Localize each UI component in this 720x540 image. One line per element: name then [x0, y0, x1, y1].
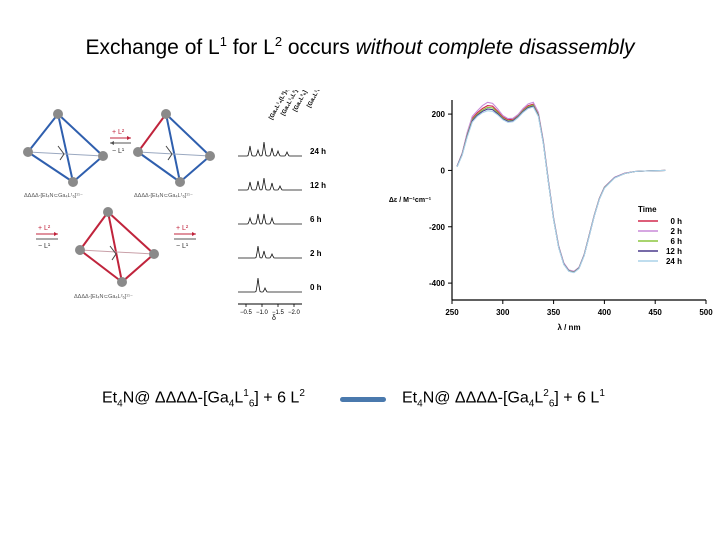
nmr-trace — [238, 277, 302, 293]
nmr-time-label: 24 h — [310, 147, 326, 156]
nmr-time-label: 12 h — [310, 181, 326, 190]
nmr-axis-ticks: −0.5 −1.0 −1.5 −2.0 — [240, 304, 301, 316]
cd-legend-label: 0 h — [670, 217, 682, 226]
cd-x-tick-label: 500 — [699, 308, 713, 317]
cd-series-line — [456, 106, 666, 274]
tetra-bot-label: ΔΔΔΔ-[Et₄N⊂Ga₄L²₆]¹¹⁻ — [74, 294, 133, 300]
cd-x-tick-label: 300 — [496, 308, 510, 317]
tetra-tl-label: ΔΔΔΔ-[Et₄N⊂Ga₄L¹₆]¹¹⁻ — [24, 193, 83, 199]
cd-series-line — [456, 105, 666, 274]
equation-right: Et4N@ ΔΔΔΔ-[Ga4L26] + 6 L1 — [402, 388, 605, 410]
nmr-tick-label: −1.0 — [256, 310, 269, 316]
cd-legend-label: 12 h — [666, 247, 682, 256]
tetrahedron-bottom — [75, 207, 159, 287]
nmr-trace — [238, 177, 302, 191]
slide-title: Exchange of L1 for L2 occurs without com… — [85, 34, 635, 59]
nmr-top-labels: [Ga₄L¹₄(L²)₂][Ga₄L¹₅L²][Ga₄L²₆][Ga₄L¹₆] — [268, 90, 323, 121]
cd-legend: Time 0 h2 h6 h12 h24 h — [638, 205, 682, 266]
cd-legend-label: 6 h — [670, 237, 682, 246]
arrow-right-plus: + L² — [176, 225, 189, 232]
arrow-top-minus: − L¹ — [112, 148, 125, 155]
cd-series-lines — [456, 101, 666, 274]
cd-x-tick-label: 350 — [547, 308, 561, 317]
cd-y-tick-label: -200 — [429, 223, 446, 232]
cd-x-tick-label: 250 — [445, 308, 459, 317]
cd-legend-label: 24 h — [666, 257, 682, 266]
equation-left: Et4N@ ΔΔΔΔ-[Ga4L16] + 6 L2 — [102, 388, 305, 410]
arrow-left-minus: − L¹ — [38, 243, 51, 250]
equilibrium-arrow — [340, 397, 386, 402]
tetra-tr-label: ΔΔΔΔ-[Et₄N⊂Ga₄L¹₆]¹¹⁻ — [134, 193, 193, 199]
cd-series-line — [456, 103, 666, 273]
arrow-left-plus: + L² — [38, 225, 51, 232]
cd-series-line — [456, 104, 666, 273]
cd-x-tick-label: 400 — [598, 308, 612, 317]
nmr-trace — [238, 141, 302, 157]
nmr-spectra: [Ga₄L¹₄(L²)₂][Ga₄L¹₅L²][Ga₄L²₆][Ga₄L¹₆] … — [238, 90, 326, 320]
cd-x-tick-label: 450 — [649, 308, 663, 317]
nmr-time-label: 0 h — [310, 283, 322, 292]
cd-y-tick-label: 0 — [441, 166, 446, 175]
nmr-time-label: 6 h — [310, 215, 322, 224]
nmr-trace — [238, 213, 302, 225]
tetrahedron-top-left — [23, 109, 108, 187]
exchange-scheme: ΔΔΔΔ-[Et₄N⊂Ga₄L¹₆]¹¹⁻ + L² − L¹ ΔΔΔΔ-[Et… — [23, 109, 215, 300]
nmr-axis-label: δ — [272, 315, 276, 320]
nmr-traces: 24 h 12 h 6 h 2 h 0 h — [238, 141, 326, 293]
cd-axes: 250 300 350 400 450 500 200 0 -200 -400 λ / nm Δε /… — [389, 100, 713, 332]
tetrahedron-top-right — [133, 109, 215, 187]
cd-legend-title: Time — [638, 205, 657, 214]
cd-y-tick-label: 200 — [432, 110, 446, 119]
nmr-tick-label: −0.5 — [240, 310, 253, 316]
nmr-tick-label: −2.0 — [288, 310, 301, 316]
cd-y-axis-label: Δε / M⁻¹cm⁻¹ — [389, 197, 432, 204]
nmr-tick-label: −1.5 — [272, 310, 285, 316]
cd-legend-label: 2 h — [670, 227, 682, 236]
arrow-right-minus: − L¹ — [176, 243, 189, 250]
arrow-top-plus: + L² — [112, 129, 125, 136]
nmr-trace — [238, 245, 302, 259]
cd-x-axis-label: λ / nm — [557, 323, 580, 332]
nmr-time-label: 2 h — [310, 249, 322, 258]
cd-chart: 250 300 350 400 450 500 200 0 -200 -400 λ / nm Δε /… — [389, 100, 713, 332]
cd-series-line — [456, 101, 666, 272]
cd-y-tick-label: -400 — [429, 279, 446, 288]
